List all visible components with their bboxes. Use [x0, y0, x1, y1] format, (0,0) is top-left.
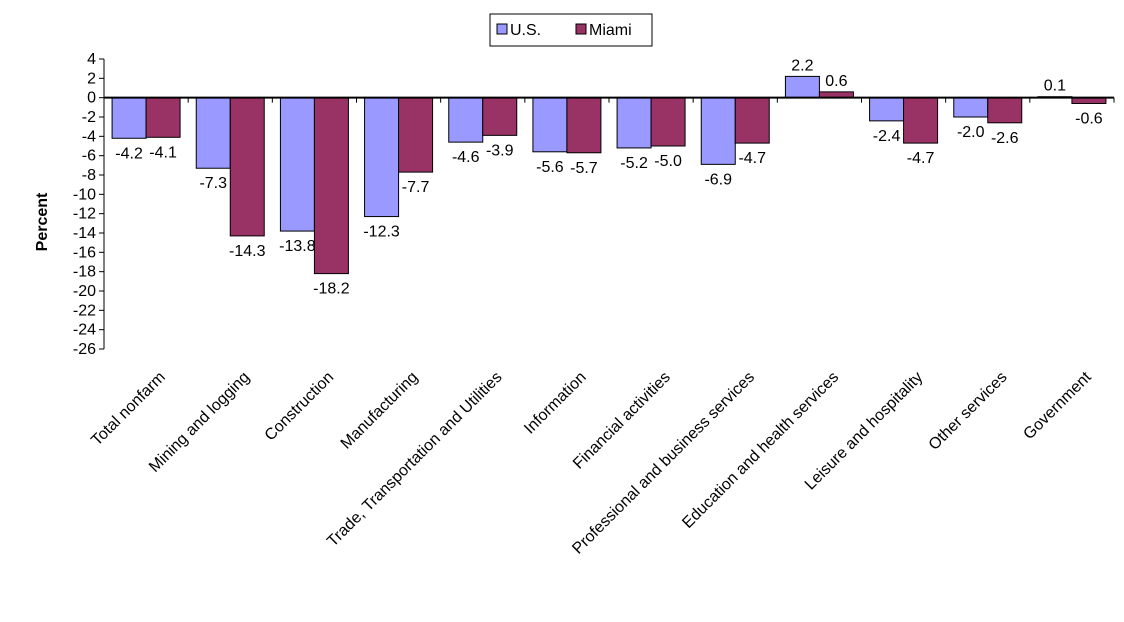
data-label: -18.2 — [313, 281, 350, 298]
y-tick-label: -22 — [73, 302, 96, 319]
category-label: Construction — [262, 369, 338, 445]
bars — [111, 75, 1107, 275]
y-tick-label: -6 — [82, 148, 96, 165]
data-label: 0.6 — [825, 73, 847, 90]
y-tick-label: 2 — [87, 70, 96, 87]
data-labels: -4.2 -4.1 -7.3 -14.3 -13.8 -18.2 -12.3 -7.7 -4.6… — [115, 57, 1103, 297]
bar-us — [195, 97, 231, 169]
data-label: -12.3 — [363, 224, 400, 241]
category-label: Other services — [926, 369, 1011, 454]
data-label: -5.7 — [570, 160, 598, 177]
bar-miami — [482, 97, 518, 136]
bar-us — [869, 97, 905, 122]
data-label: -14.3 — [229, 243, 266, 260]
data-label: -5.2 — [620, 155, 648, 172]
bar-miami — [650, 97, 686, 147]
bar-miami — [398, 97, 434, 173]
data-label: -5.6 — [536, 159, 564, 176]
y-tick-label: -8 — [82, 167, 96, 184]
data-label: -5.0 — [654, 153, 682, 170]
y-tick-label: -2 — [82, 109, 96, 126]
category-label: Government — [1020, 368, 1095, 443]
y-tick-label: -24 — [73, 322, 96, 339]
legend-swatch — [575, 23, 587, 35]
category-label: Information — [521, 369, 590, 438]
data-label: -2.0 — [957, 124, 985, 141]
data-label: -6.9 — [704, 171, 732, 188]
y-tick-label: -10 — [73, 186, 96, 203]
bar-us — [616, 97, 652, 149]
y-tick-label: -4 — [82, 128, 96, 145]
bar-us — [448, 97, 484, 143]
y-tick-label: -14 — [73, 225, 96, 242]
category-label: Manufacturing — [338, 369, 422, 453]
y-tick-label: -16 — [73, 244, 96, 261]
bar-miami — [734, 97, 770, 144]
bar-us — [111, 97, 147, 139]
legend: U.S. Miami — [489, 13, 653, 47]
legend-box — [489, 13, 653, 47]
data-label: -13.8 — [279, 238, 316, 255]
data-label: -7.7 — [402, 179, 430, 196]
y-tick-label: 4 — [87, 51, 96, 68]
category-label: Professional and business services — [569, 369, 758, 558]
data-label: 2.2 — [791, 57, 813, 74]
bar-miami — [313, 97, 349, 275]
data-label: 0.1 — [1044, 78, 1066, 95]
data-label: -4.6 — [452, 149, 480, 166]
data-label: -0.6 — [1075, 110, 1103, 127]
bar-miami — [903, 97, 939, 144]
legend-label: U.S. — [510, 22, 541, 39]
bar-us — [364, 97, 400, 218]
category-label: Trade, Transportation and Utilities — [324, 369, 505, 550]
bar-miami — [566, 97, 602, 154]
bar-us — [784, 75, 820, 99]
bar-us — [532, 97, 568, 153]
bar-miami — [145, 97, 181, 138]
bar-us — [279, 97, 315, 232]
y-tick-label: -20 — [73, 283, 96, 300]
legend-swatch — [496, 23, 508, 35]
data-label: -2.4 — [873, 128, 901, 145]
data-label: -2.6 — [991, 130, 1019, 147]
data-label: -7.3 — [199, 175, 227, 192]
y-tick-label: -12 — [73, 206, 96, 223]
y-axis-label: Percent — [34, 192, 51, 251]
bar-miami — [987, 97, 1023, 124]
bar-us — [700, 97, 736, 165]
data-label: -4.7 — [907, 150, 935, 167]
category-label: Total nonfarm — [88, 369, 169, 450]
data-label: -3.9 — [486, 142, 514, 159]
y-axis: 4 2 0 -2 -4 -6 -8 -10 -12 -14 -16 -18 -20 -22 -24 -26 — [73, 51, 105, 358]
y-tick-label: 0 — [87, 90, 96, 107]
y-tick-label: -18 — [73, 264, 96, 281]
y-tick-label: -26 — [73, 341, 96, 358]
category-label: Education and health services — [679, 369, 842, 532]
data-label: -4.1 — [149, 144, 177, 161]
data-label: -4.2 — [115, 145, 143, 162]
bar-us — [953, 97, 989, 118]
data-label: -4.7 — [738, 150, 766, 167]
bar-miami — [229, 97, 265, 237]
legend-label: Miami — [589, 22, 632, 39]
